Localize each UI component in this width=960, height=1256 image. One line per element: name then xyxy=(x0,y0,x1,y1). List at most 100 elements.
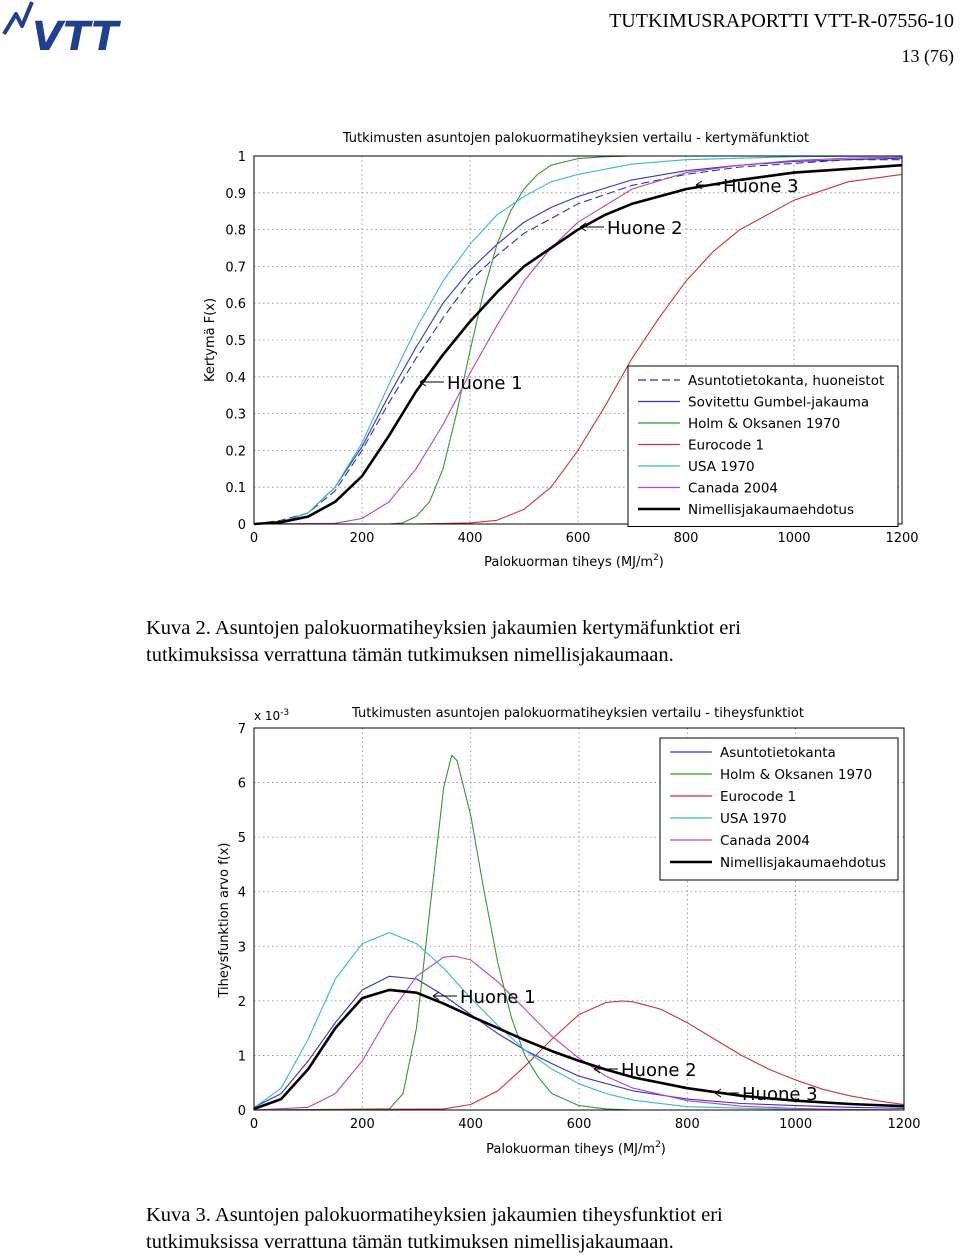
arrow-head-icon xyxy=(419,377,427,387)
caption-line: tutkimuksissa verrattuna tämän tutkimuks… xyxy=(146,644,674,666)
legend-entry: Nimellisjakaumaehdotus xyxy=(720,855,886,871)
y-tick-label: 0 xyxy=(238,518,246,533)
annotation-huone-2: Huone 2 xyxy=(593,1060,697,1081)
x-tick-label: 1000 xyxy=(777,531,810,546)
x-tick-label: 200 xyxy=(350,531,375,546)
series-line-eurocode xyxy=(253,1000,905,1111)
annotation-label: Huone 2 xyxy=(607,218,683,239)
series-line-holm xyxy=(253,754,904,1111)
y-tick-label: 7 xyxy=(238,722,246,737)
x-axis-label-end: ) xyxy=(661,1142,666,1157)
vtt-logo: VTT xyxy=(2,1,121,56)
annotation-huone-3: Huone 3 xyxy=(695,176,799,197)
series-line-nimellis xyxy=(253,988,905,1111)
series-line-usa xyxy=(253,932,905,1111)
chart-title: Tutkimusten asuntojen palokuormatiheyksi… xyxy=(342,131,809,146)
caption-line: tutkimuksissa verrattuna tämän tutkimuks… xyxy=(146,1231,674,1253)
caption-line: Kuva 2. Asuntojen palokuormatiheyksien j… xyxy=(146,617,741,639)
y-tick-label: 0.5 xyxy=(225,334,246,349)
legend-entry: Canada 2004 xyxy=(720,833,810,849)
page-number: 13 (76) xyxy=(901,46,955,66)
series-line-eurocode xyxy=(254,173,903,525)
y-tick-label: 0.2 xyxy=(225,444,246,459)
annotation-label: Huone 3 xyxy=(742,1084,818,1105)
series-line-canada xyxy=(253,156,903,525)
legend-entry: Nimellisjakaumaehdotus xyxy=(688,502,854,518)
logo-signal-icon xyxy=(2,1,34,36)
legend-entry: Canada 2004 xyxy=(688,481,778,497)
legend-entry: Asuntotietokanta, huoneistot xyxy=(688,373,884,389)
y-tick-label: 6 xyxy=(238,777,246,792)
y-tick-label: 0.7 xyxy=(225,260,246,275)
y-multiplier: x 10-3 xyxy=(254,708,289,723)
y-tick-label: 0 xyxy=(238,1104,246,1119)
pdf-chart: Tutkimusten asuntojen palokuormatiheyksi… xyxy=(217,706,921,1157)
annotation-label: Huone 1 xyxy=(447,373,523,394)
x-axis-label-main: Palokuorman tiheys (MJ/m xyxy=(484,555,653,570)
figure-3-caption: Kuva 3. Asuntojen palokuormatiheyksien j… xyxy=(146,1202,946,1256)
annotation-label: Huone 3 xyxy=(723,176,799,197)
x-tick-label: 0 xyxy=(250,1117,258,1132)
x-tick-label: 800 xyxy=(675,1117,700,1132)
y-tick-label: 0.1 xyxy=(225,481,246,496)
y-tick-label: 5 xyxy=(238,831,246,846)
chart-legend: Asuntotietokanta Holm & Oksanen 1970 Euroc… xyxy=(659,737,899,881)
figure-2-caption: Kuva 2. Asuntojen palokuormatiheyksien j… xyxy=(146,615,946,669)
cdf-chart: Tutkimusten asuntojen palokuormatiheyksi… xyxy=(203,131,919,570)
x-tick-label: 800 xyxy=(674,531,699,546)
annotation-huone-1: Huone 1 xyxy=(432,987,536,1008)
x-axis-label-end: ) xyxy=(659,555,664,570)
y-tick-label: 1 xyxy=(238,1049,246,1064)
x-axis-label-sup: 2 xyxy=(653,553,659,563)
x-tick-label: 400 xyxy=(458,1117,483,1132)
x-tick-label: 1000 xyxy=(779,1117,812,1132)
legend-entry: Asuntotietokanta xyxy=(720,745,836,761)
x-tick-label: 400 xyxy=(458,531,483,546)
x-tick-label: 600 xyxy=(567,1117,592,1132)
y-tick-label: 0.4 xyxy=(225,371,246,386)
series-line-usa xyxy=(253,155,903,525)
arrow-head-icon xyxy=(593,1064,601,1074)
y-multiplier-base: x 10 xyxy=(254,709,280,723)
y-multiplier-exp: -3 xyxy=(280,708,289,718)
y-tick-label: 0.3 xyxy=(225,408,246,423)
y-tick-label: 2 xyxy=(238,995,246,1010)
series-line-nimellis xyxy=(253,163,903,526)
tick-labels: 0 200 400 600 800 1000 1200 0 1 2 3 4 5 6 7 xyxy=(238,722,921,1132)
x-tick-label: 600 xyxy=(566,531,591,546)
legend-box xyxy=(627,365,899,527)
legend-box xyxy=(659,737,899,881)
y-axis-label: Kertymä F(x) xyxy=(203,298,218,382)
caption-line: Kuva 3. Asuntojen palokuormatiheyksien j… xyxy=(146,1204,723,1226)
annotation-huone-1: Huone 1 xyxy=(419,373,523,394)
y-tick-label: 3 xyxy=(238,940,246,955)
y-tick-label: 0.9 xyxy=(225,187,246,202)
legend-entry: Eurocode 1 xyxy=(688,438,764,454)
arrow-head-icon xyxy=(714,1088,722,1098)
report-id: TUTKIMUSRAPORTTI VTT-R-07556-10 xyxy=(609,10,954,32)
annotation-huone-2: Huone 2 xyxy=(579,218,683,239)
x-tick-label: 1200 xyxy=(885,531,918,546)
series-line-canada xyxy=(253,955,905,1111)
y-tick-label: 1 xyxy=(238,150,246,165)
legend-entry: Holm & Oksanen 1970 xyxy=(688,416,840,432)
plot-frame xyxy=(253,155,903,525)
plot-frame xyxy=(253,727,905,1111)
legend-entry: USA 1970 xyxy=(720,811,787,827)
annotation-label: Huone 1 xyxy=(460,987,536,1008)
y-tick-label: 0.8 xyxy=(225,224,246,239)
chart-legend: Asuntotietokanta, huoneistot Sovitettu Gu… xyxy=(627,365,899,527)
tick-labels: 0 200 400 600 800 1000 1200 0 0.1 0.2 0.3 0.4 0.5 0.6… xyxy=(225,150,918,546)
x-tick-label: 0 xyxy=(250,531,258,546)
series-line-gumbel xyxy=(253,975,905,1109)
arrow-head-icon xyxy=(579,222,587,232)
legend-entry: Eurocode 1 xyxy=(720,789,796,805)
series-lines xyxy=(253,754,905,1111)
legend-entry: Sovitettu Gumbel-jakauma xyxy=(688,395,869,411)
y-tick-label: 0.6 xyxy=(225,297,246,312)
x-axis-label: Palokuorman tiheys (MJ/m2) xyxy=(484,553,664,570)
chart-title: Tutkimusten asuntojen palokuormatiheyksi… xyxy=(351,706,804,721)
y-tick-label: 4 xyxy=(238,886,246,901)
x-tick-label: 1200 xyxy=(887,1117,920,1132)
arrow-head-icon xyxy=(432,991,440,1001)
